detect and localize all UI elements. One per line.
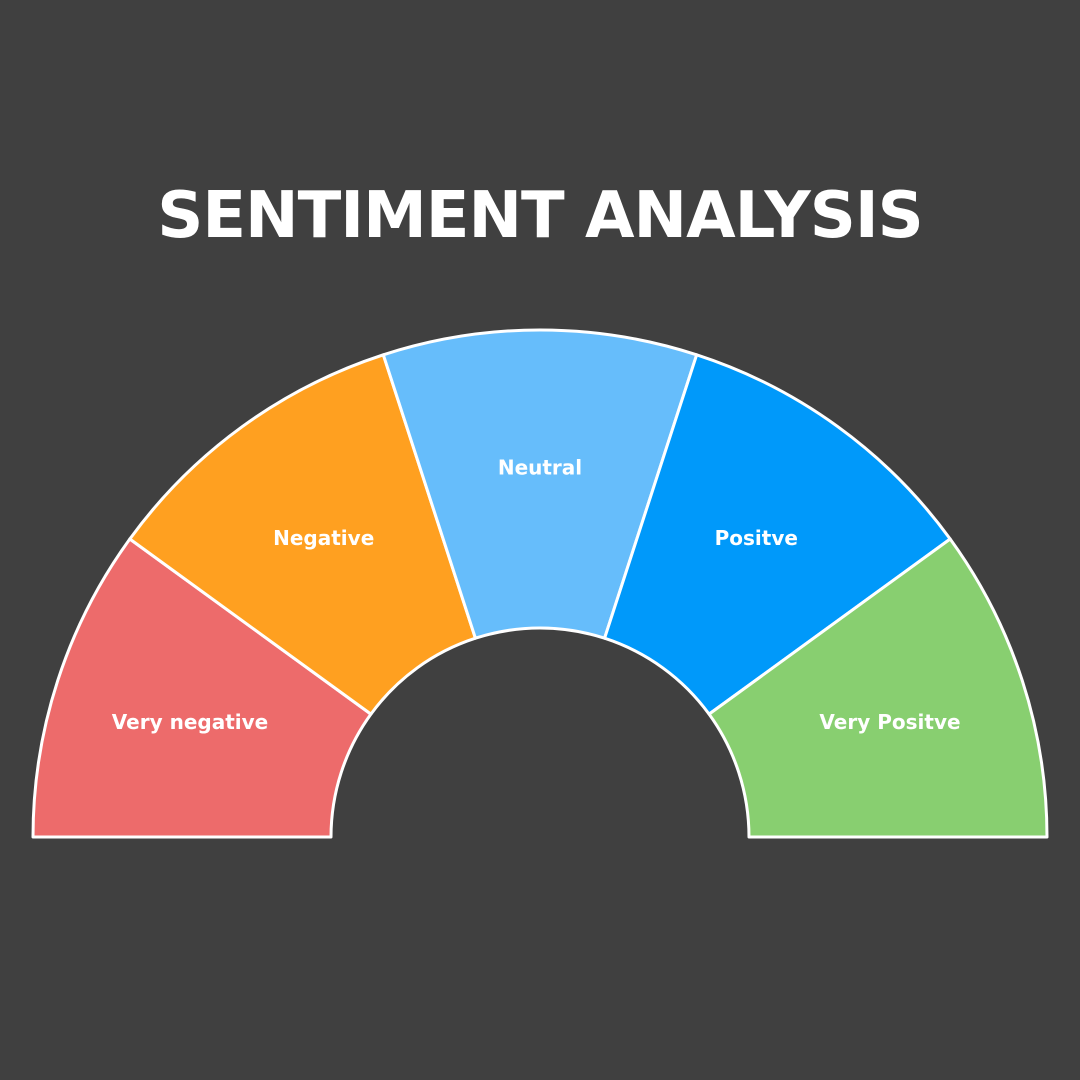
label-negative: Negative <box>273 526 374 550</box>
gauge-segments <box>33 330 1047 837</box>
label-neutral: Neutral <box>498 456 582 480</box>
label-very-negative: Very negative <box>112 710 268 734</box>
label-very-positve: Very Positve <box>819 710 960 734</box>
label-positve: Positve <box>715 526 798 550</box>
